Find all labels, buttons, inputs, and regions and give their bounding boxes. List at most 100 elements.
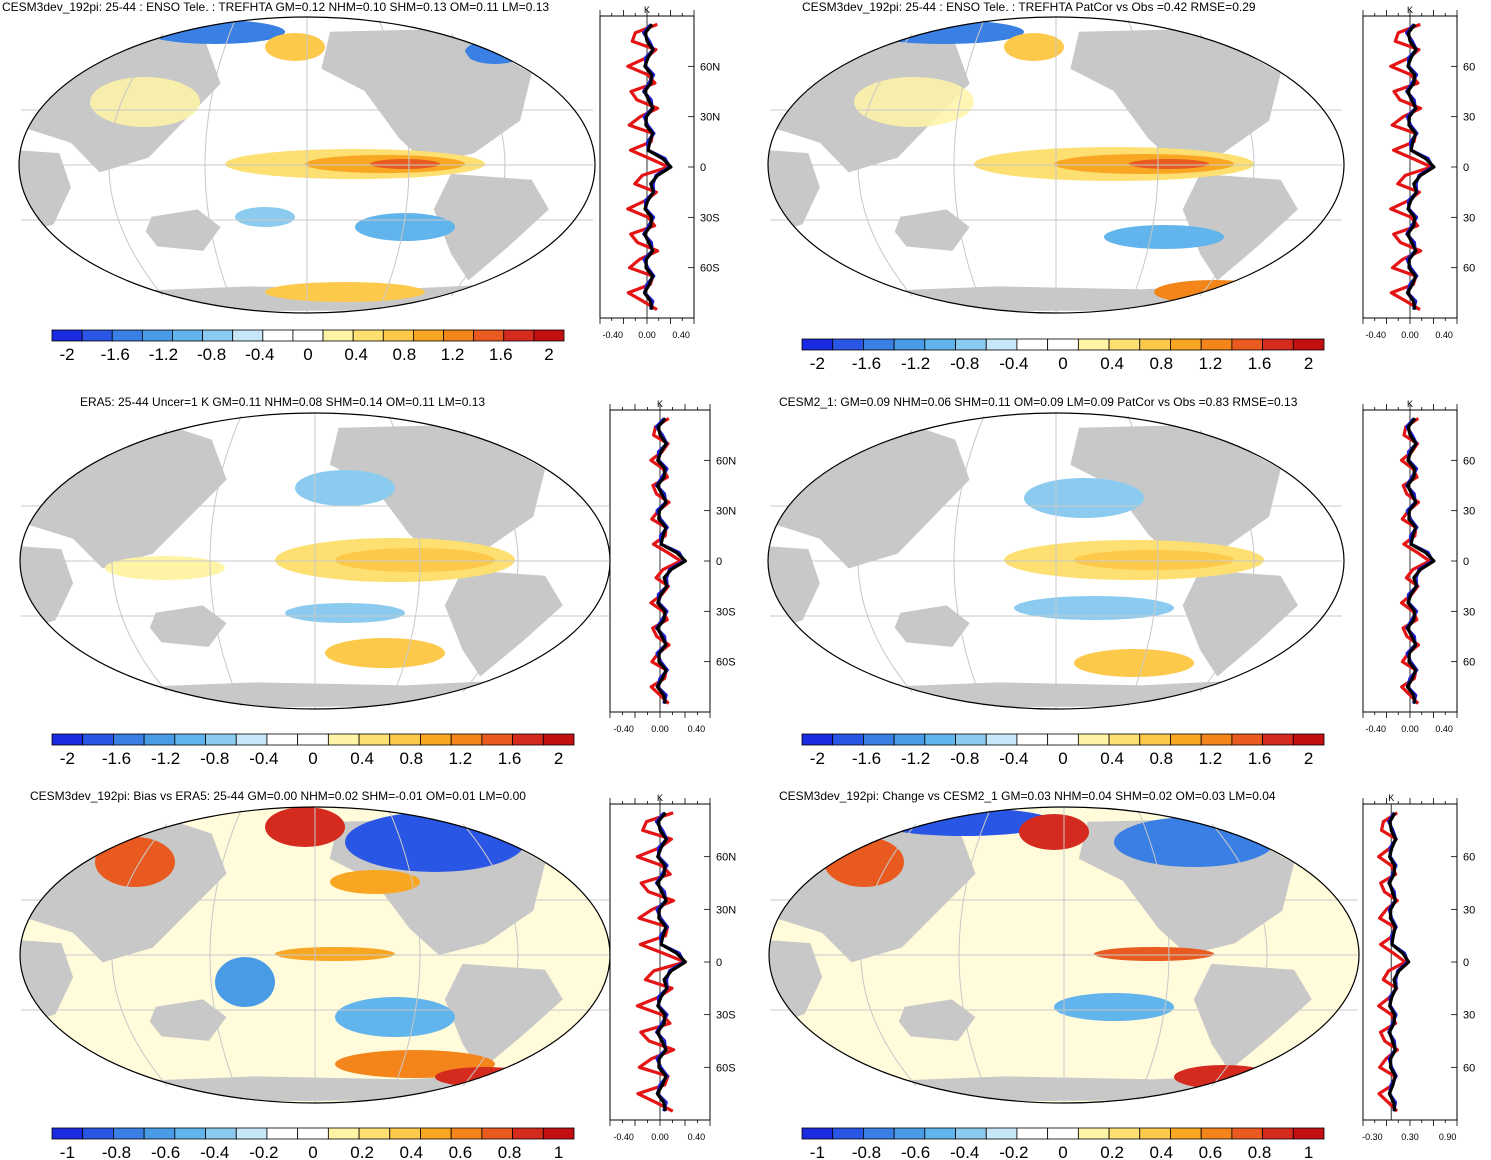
colorbar-tick-label: -1.2 [901, 749, 930, 768]
colorbar-tick-label: 1.2 [441, 345, 465, 364]
colorbar-tick-label: -0.2 [999, 1143, 1028, 1160]
colorbar-tick-label: 0.8 [1149, 354, 1173, 373]
zonal-mean-obs: K60N30N030S60S-0.400.000.40 [609, 399, 736, 734]
zonal-x-label: 0.40 [1435, 724, 1453, 734]
colorbar-swatch [51, 1127, 84, 1140]
zonal-lat-label: 0 [716, 957, 722, 969]
colorbar-swatch [141, 329, 173, 342]
colorbar-swatch [352, 329, 384, 342]
colorbar-swatch [205, 733, 237, 746]
colorbar-tick-label: 0 [1058, 749, 1067, 768]
zonal-lat-label: 60S [716, 657, 736, 669]
colorbar-swatch [863, 1127, 895, 1140]
colorbar-obs: -2 -1.6 -1.2 -0.8 -0.4 0 0.4 0.8 1.2 1.6 2 [51, 733, 575, 768]
colorbar-swatch [1016, 1127, 1049, 1140]
zonal-mean-bias: K60N30N030S60S-0.400.000.40 [609, 793, 736, 1140]
colorbar-swatch [924, 733, 956, 746]
colorbar-swatch [327, 1127, 360, 1140]
zonal-series-diff [649, 417, 683, 705]
zonal-x-label: 0.00 [651, 724, 669, 734]
colorbar-tick-label: 2 [1304, 354, 1313, 373]
zonal-lat-label: 30 [1463, 606, 1475, 618]
colorbar-tick-label: 0.4 [350, 749, 374, 768]
colorbar-swatch [542, 733, 575, 746]
colorbar-swatch [1170, 733, 1202, 746]
colorbar-tick-label: -1.6 [852, 749, 881, 768]
colorbar-tick-label: -0.8 [197, 345, 226, 364]
zonal-x-label: 0.00 [1401, 724, 1419, 734]
colorbar-tick-label: -0.4 [249, 749, 278, 768]
colorbar-swatch [955, 733, 987, 746]
colorbar-tick-label: 2 [554, 749, 563, 768]
colorbar-swatch [1139, 1127, 1171, 1140]
colorbar-tick-label: 1.6 [1248, 749, 1272, 768]
colorbar-swatch [143, 733, 176, 746]
colorbar-swatch [1108, 1127, 1141, 1140]
colorbar-swatch [924, 338, 956, 351]
colorbar-swatch [1077, 733, 1110, 746]
colorbar-swatch [174, 1127, 206, 1140]
colorbar-model-patcor: -2 -1.6 -1.2 -0.8 -0.4 0 0.4 0.8 1.2 1.6 2 [801, 338, 1325, 373]
colorbar-swatch [955, 338, 987, 351]
colorbar-swatch [801, 338, 834, 351]
colorbar-swatch [832, 733, 864, 746]
map-baseline [767, 412, 1345, 710]
colorbar-tick-label: -0.8 [950, 354, 979, 373]
colorbar-swatch [1047, 338, 1079, 351]
map-model [18, 16, 596, 314]
colorbar-swatch [1047, 1127, 1079, 1140]
colorbar-swatch [266, 1127, 299, 1140]
colorbar-swatch [512, 733, 544, 746]
colorbar-tick-label: -1.6 [852, 354, 881, 373]
colorbar-swatch [832, 1127, 864, 1140]
colorbar-tick-label: -2 [810, 749, 825, 768]
zonal-x-label: 0.00 [1401, 330, 1419, 340]
colorbar-swatch [1077, 338, 1110, 351]
colorbar-tick-label: 0.8 [1149, 749, 1173, 768]
colorbar-swatch [893, 733, 926, 746]
colorbar-tick-label: 0.4 [1100, 749, 1124, 768]
zonal-lat-label: 0 [1463, 556, 1469, 568]
colorbar-swatch [481, 733, 513, 746]
zonal-lat-label: 30 [1463, 506, 1475, 518]
colorbar-swatch [1200, 733, 1233, 746]
colorbar-swatch [382, 329, 414, 342]
map-bias [19, 806, 611, 1104]
zonal-mean-change: K 60 30 0 30 60 -0.30 0.30 0.90 [1362, 793, 1475, 1140]
colorbar-swatch [533, 329, 565, 342]
zonal-x-label: -0.40 [603, 330, 624, 340]
colorbar-swatch [1108, 338, 1141, 351]
zonal-lat-label: 30S [716, 606, 736, 618]
zonal-lat-label: 30 [1463, 112, 1475, 124]
colorbar-swatch [113, 733, 145, 746]
colorbar-tick-label: -0.4 [245, 345, 274, 364]
colorbar-swatch [1231, 733, 1263, 746]
zonal-series-obs [655, 417, 687, 704]
colorbar-swatch [542, 1127, 575, 1140]
colorbar-tick-label: 1.2 [1199, 354, 1223, 373]
colorbar-tick-label: 0 [303, 345, 312, 364]
colorbar-tick-label: 1.6 [498, 749, 522, 768]
zonal-x-label: 0.40 [688, 1132, 706, 1140]
colorbar-tick-label: 1.6 [489, 345, 513, 364]
colorbar-swatch [1292, 1127, 1325, 1140]
zonal-lat-label: 30 [1463, 1010, 1475, 1022]
zonal-x-label: -0.40 [1366, 330, 1387, 340]
colorbar-swatch [1262, 733, 1294, 746]
colorbar-tick-label: -0.4 [950, 1143, 979, 1160]
colorbar-swatch [955, 1127, 987, 1140]
colorbar-tick-label: 2 [544, 345, 553, 364]
panel-title-model: CESM3dev_192pi: 25-44 : ENSO Tele. : TRE… [2, 0, 550, 14]
zonal-lat-label: 30N [700, 112, 720, 124]
zonal-unit-label: K [1388, 793, 1394, 803]
colorbar-swatch [81, 329, 113, 342]
colorbar-swatch [174, 733, 206, 746]
zonal-lat-label: 0 [1463, 957, 1469, 969]
colorbar-swatch [113, 1127, 145, 1140]
colorbar-swatch [1077, 1127, 1110, 1140]
zonal-series-obs [655, 811, 687, 1112]
colorbar-tick-label: 0.8 [1248, 1143, 1272, 1160]
colorbar-swatch [202, 329, 234, 342]
zonal-lat-label: 60N [716, 455, 736, 467]
